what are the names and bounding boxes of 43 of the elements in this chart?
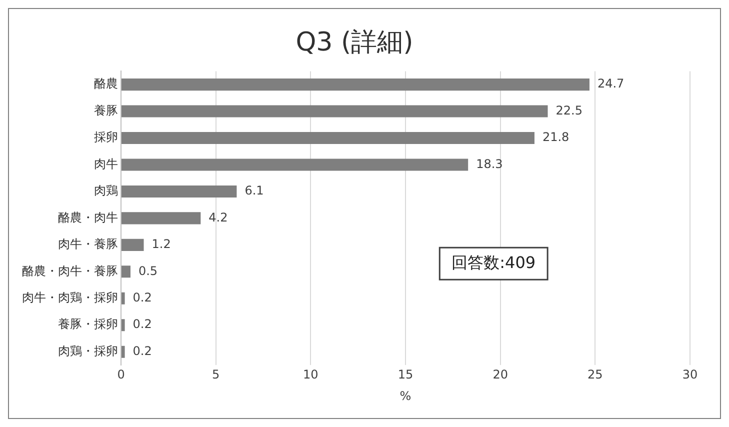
x-tick-label: 20 bbox=[492, 368, 508, 382]
data-label: 4.2 bbox=[208, 210, 228, 224]
data-label: 0.2 bbox=[132, 344, 152, 358]
y-tick-label: 肉鶏 bbox=[94, 184, 118, 198]
y-tick-label: 肉牛・養豚 bbox=[58, 237, 118, 252]
y-tick-label: 養豚 bbox=[94, 103, 118, 118]
data-label: 22.5 bbox=[556, 103, 582, 118]
annotation: 回答数:409 bbox=[452, 252, 536, 272]
bar bbox=[122, 105, 548, 118]
data-label: 1.2 bbox=[152, 237, 171, 252]
x-tick-label: 10 bbox=[303, 368, 318, 382]
y-tick-label: 養豚・採卵 bbox=[58, 317, 118, 332]
bar bbox=[122, 319, 125, 332]
bar bbox=[122, 346, 125, 358]
x-tick-label: 5 bbox=[212, 368, 220, 382]
x-tick-label: 0 bbox=[117, 368, 125, 382]
x-axis-title: % bbox=[400, 388, 412, 403]
bar bbox=[122, 292, 125, 304]
x-tick-label: 25 bbox=[588, 368, 603, 382]
data-label: 21.8 bbox=[542, 130, 570, 144]
data-label: 0.2 bbox=[132, 317, 152, 332]
x-tick-label: 15 bbox=[398, 368, 414, 382]
bar bbox=[122, 78, 590, 91]
data-label: 0.5 bbox=[138, 264, 158, 278]
y-tick-label: 採卵 bbox=[94, 130, 118, 144]
bar bbox=[122, 212, 201, 224]
data-label: 18.3 bbox=[476, 156, 503, 171]
bar bbox=[122, 266, 130, 278]
data-label: 6.1 bbox=[244, 184, 264, 198]
y-tick-label: 酪農 bbox=[94, 76, 118, 91]
chart-title: Q3 (詳細) bbox=[296, 27, 414, 58]
bar bbox=[122, 132, 534, 144]
y-tick-label: 酪農・肉牛・養豚 bbox=[22, 264, 118, 278]
bar bbox=[122, 158, 468, 171]
y-tick-label: 肉牛 bbox=[94, 156, 118, 171]
x-tick-label: 30 bbox=[682, 368, 698, 382]
bar bbox=[122, 238, 144, 251]
bar bbox=[122, 185, 237, 198]
y-tick-label: 肉鶏・採卵 bbox=[58, 344, 118, 358]
data-label: 0.2 bbox=[132, 290, 152, 305]
y-tick-label: 酪農・肉牛 bbox=[58, 210, 118, 224]
data-label: 24.7 bbox=[597, 76, 624, 91]
y-tick-label: 肉牛・肉鶏・採卵 bbox=[22, 290, 118, 305]
